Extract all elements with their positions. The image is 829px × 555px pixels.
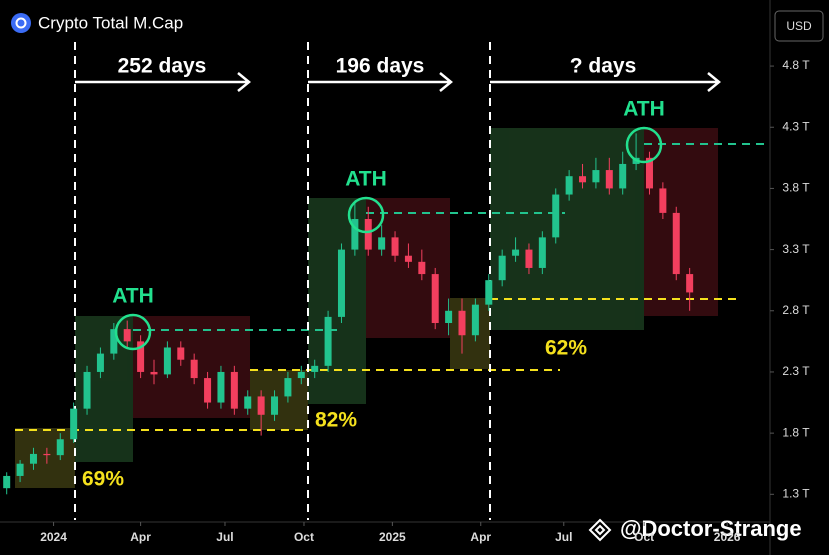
pullback-label: 69% — [82, 468, 124, 491]
candle-body — [686, 274, 694, 293]
x-tick-label: Oct — [634, 530, 654, 544]
candle-body — [538, 237, 546, 268]
candle-body — [150, 371, 158, 375]
watermark: @Doctor-Strange — [620, 516, 802, 541]
candle-body — [351, 219, 359, 250]
watermark-icon — [588, 518, 612, 542]
x-tick-label: Jul — [555, 530, 572, 544]
arrow — [308, 72, 453, 92]
candle-body — [324, 316, 332, 366]
ath-label: ATH — [112, 285, 154, 308]
candle-body — [230, 371, 238, 409]
logo — [11, 13, 31, 33]
candle-body — [83, 371, 91, 409]
candle-body — [244, 396, 252, 409]
x-tick-label: 2024 — [40, 530, 67, 544]
y-tick-label: 1.3 T — [782, 486, 810, 500]
candle-body — [337, 249, 345, 317]
candle-body — [110, 329, 118, 354]
candle-body — [592, 170, 600, 183]
pullback-label: 82% — [315, 409, 357, 432]
ath-circles — [114, 126, 663, 351]
ath-circle — [347, 196, 385, 234]
y-tick-label: 2.3 T — [782, 364, 810, 378]
candle-body — [43, 453, 51, 456]
candle-body — [123, 329, 131, 342]
candle-body — [204, 378, 212, 403]
zone — [490, 128, 644, 330]
arrow — [75, 72, 251, 92]
candle-body — [96, 353, 104, 372]
zone — [644, 128, 718, 316]
period-label: 196 days — [336, 55, 425, 78]
candle-body — [297, 371, 305, 379]
y-tick-label: 3.3 T — [782, 242, 810, 256]
candle-body — [137, 341, 145, 372]
candle-body — [552, 194, 560, 238]
ath-circle — [114, 313, 152, 351]
candle-body — [471, 304, 479, 336]
candle-body — [378, 237, 386, 250]
period-label: ? days — [570, 55, 637, 78]
x-tick-label: Oct — [294, 530, 314, 544]
x-tick-label: Apr — [470, 530, 491, 544]
arrows — [75, 72, 721, 92]
candle-body — [525, 249, 533, 268]
candle-body — [29, 453, 37, 464]
candle-body — [418, 261, 426, 275]
candle-body — [271, 396, 279, 415]
x-tick-label: Apr — [130, 530, 151, 544]
candle-body — [311, 365, 319, 372]
candle-body — [404, 255, 412, 262]
y-tick-label: 4.8 T — [782, 58, 810, 72]
candle-body — [605, 170, 613, 189]
zone — [450, 298, 490, 369]
candle-body — [579, 176, 587, 183]
pullback-label: 62% — [545, 337, 587, 360]
ath-label: ATH — [623, 98, 665, 121]
logo-mark — [15, 17, 27, 29]
currency-button[interactable] — [774, 10, 824, 42]
candle-body — [177, 347, 185, 360]
candle-body — [284, 378, 292, 397]
candle-body — [565, 176, 573, 195]
zone — [15, 428, 75, 488]
candle-body — [512, 249, 520, 256]
candle-body — [190, 359, 198, 379]
period-label: 252 days — [118, 55, 207, 78]
candle-body — [431, 274, 439, 324]
candle-body — [391, 237, 399, 256]
candle-body — [257, 396, 265, 415]
candle-body — [364, 219, 372, 250]
y-tick-label: 3.8 T — [782, 181, 810, 195]
x-tick-label: 2026 — [714, 530, 741, 544]
candle-body — [70, 408, 78, 440]
candle-body — [16, 463, 24, 476]
candles — [3, 133, 694, 495]
candle-body — [217, 371, 225, 403]
x-tick-label: Jul — [216, 530, 233, 544]
candle-body — [498, 255, 506, 281]
candle-body — [3, 475, 11, 489]
y-tick-label: 4.3 T — [782, 119, 810, 133]
candle-body — [458, 310, 466, 336]
candle-body — [659, 188, 667, 213]
candle-body — [619, 163, 627, 189]
x-tick-label: 2025 — [379, 530, 406, 544]
watermark-logo — [588, 518, 612, 542]
candle-body — [672, 212, 680, 275]
ath-label: ATH — [345, 168, 387, 191]
candle-body — [56, 439, 64, 456]
candle-body — [163, 347, 171, 375]
ath-circle — [625, 126, 663, 164]
candle-body — [445, 310, 453, 324]
y-tick-label: 1.8 T — [782, 425, 810, 439]
y-tick-label: 2.8 T — [782, 303, 810, 317]
chart-title: Crypto Total M.Cap — [38, 13, 183, 32]
arrow — [490, 72, 721, 92]
candle-body — [645, 157, 653, 189]
candle-body — [485, 280, 493, 305]
currency-label[interactable]: USD — [786, 19, 812, 33]
